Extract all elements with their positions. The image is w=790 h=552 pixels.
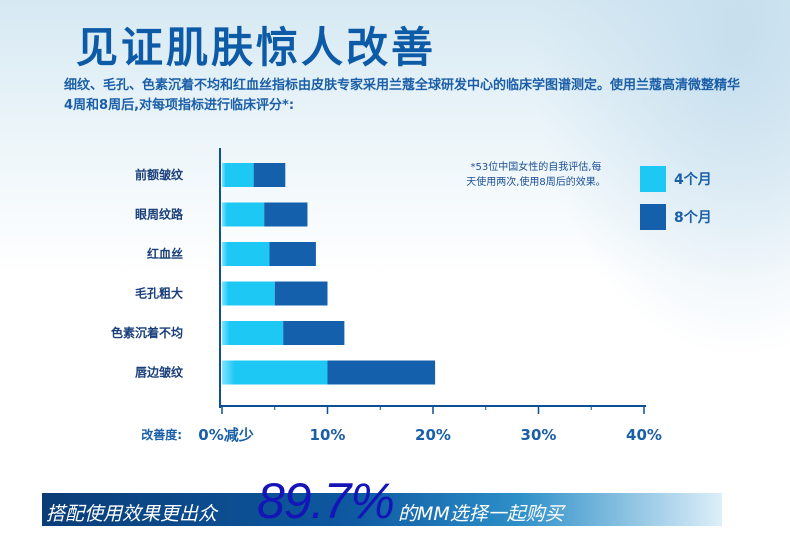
- legend-swatch-4-months: [640, 166, 666, 192]
- promo-banner: [42, 493, 722, 526]
- bar-4-months-3: [222, 281, 275, 306]
- banner-prefix: 搭配使用效果更出众: [46, 503, 218, 525]
- banner-suffix: 的MM选择一起购买: [398, 503, 564, 525]
- bar-4-months-5: [222, 360, 328, 385]
- category-label-0: 前额皱纹: [135, 167, 184, 182]
- x-tick-label-1: 10%: [310, 426, 346, 444]
- category-label-5: 唇边皱纹: [135, 365, 184, 380]
- legend-item-8-months: 8个月: [640, 204, 712, 230]
- bar-4-months-1: [222, 202, 265, 227]
- bar-8-months-3: [274, 281, 328, 306]
- bar-4-months-0: [222, 163, 254, 187]
- x-tick-label-2: 20%: [415, 426, 451, 444]
- x-tick-label-0: 0%减少: [198, 426, 253, 444]
- chart-legend: 4个月 8个月: [640, 166, 712, 242]
- bar-4-months-4: [222, 321, 284, 345]
- category-label-1: 眼周纹路: [135, 207, 184, 222]
- axis-group: 0%减少 10% 20% 30% 40% 改善度:: [141, 148, 662, 444]
- category-label-4: 色素沉着不均: [111, 325, 183, 340]
- category-label-2: 红血丝: [147, 246, 183, 261]
- bars-group: [222, 163, 436, 385]
- legend-item-4-months: 4个月: [640, 166, 712, 192]
- legend-swatch-8-months: [640, 204, 666, 230]
- legend-label-4-months: 4个月: [674, 172, 712, 188]
- x-tick-label-4: 40%: [626, 426, 662, 444]
- x-axis-label: 改善度:: [141, 427, 182, 442]
- bar-8-months-1: [264, 202, 308, 227]
- description-text: 细纹、毛孔、色素沉着不均和红血丝指标由皮肤专家采用兰蔻全球研发中心的临床学图谱测…: [64, 78, 741, 113]
- study-note: *53位中国女性的自我评估,每天使用两次,使用8周后的效果。: [466, 162, 606, 188]
- page-title: 见证肌肤惊人改善: [76, 23, 437, 72]
- bar-8-months-4: [283, 321, 345, 345]
- banner-highlight-number: 89.7%: [257, 473, 395, 529]
- bar-8-months-5: [327, 360, 436, 385]
- bar-8-months-0: [253, 163, 286, 187]
- bar-8-months-2: [269, 242, 316, 266]
- bar-4-months-2: [222, 242, 270, 266]
- category-label-3: 毛孔粗大: [135, 286, 183, 301]
- x-tick-label-3: 30%: [521, 426, 557, 444]
- legend-label-8-months: 8个月: [674, 210, 712, 226]
